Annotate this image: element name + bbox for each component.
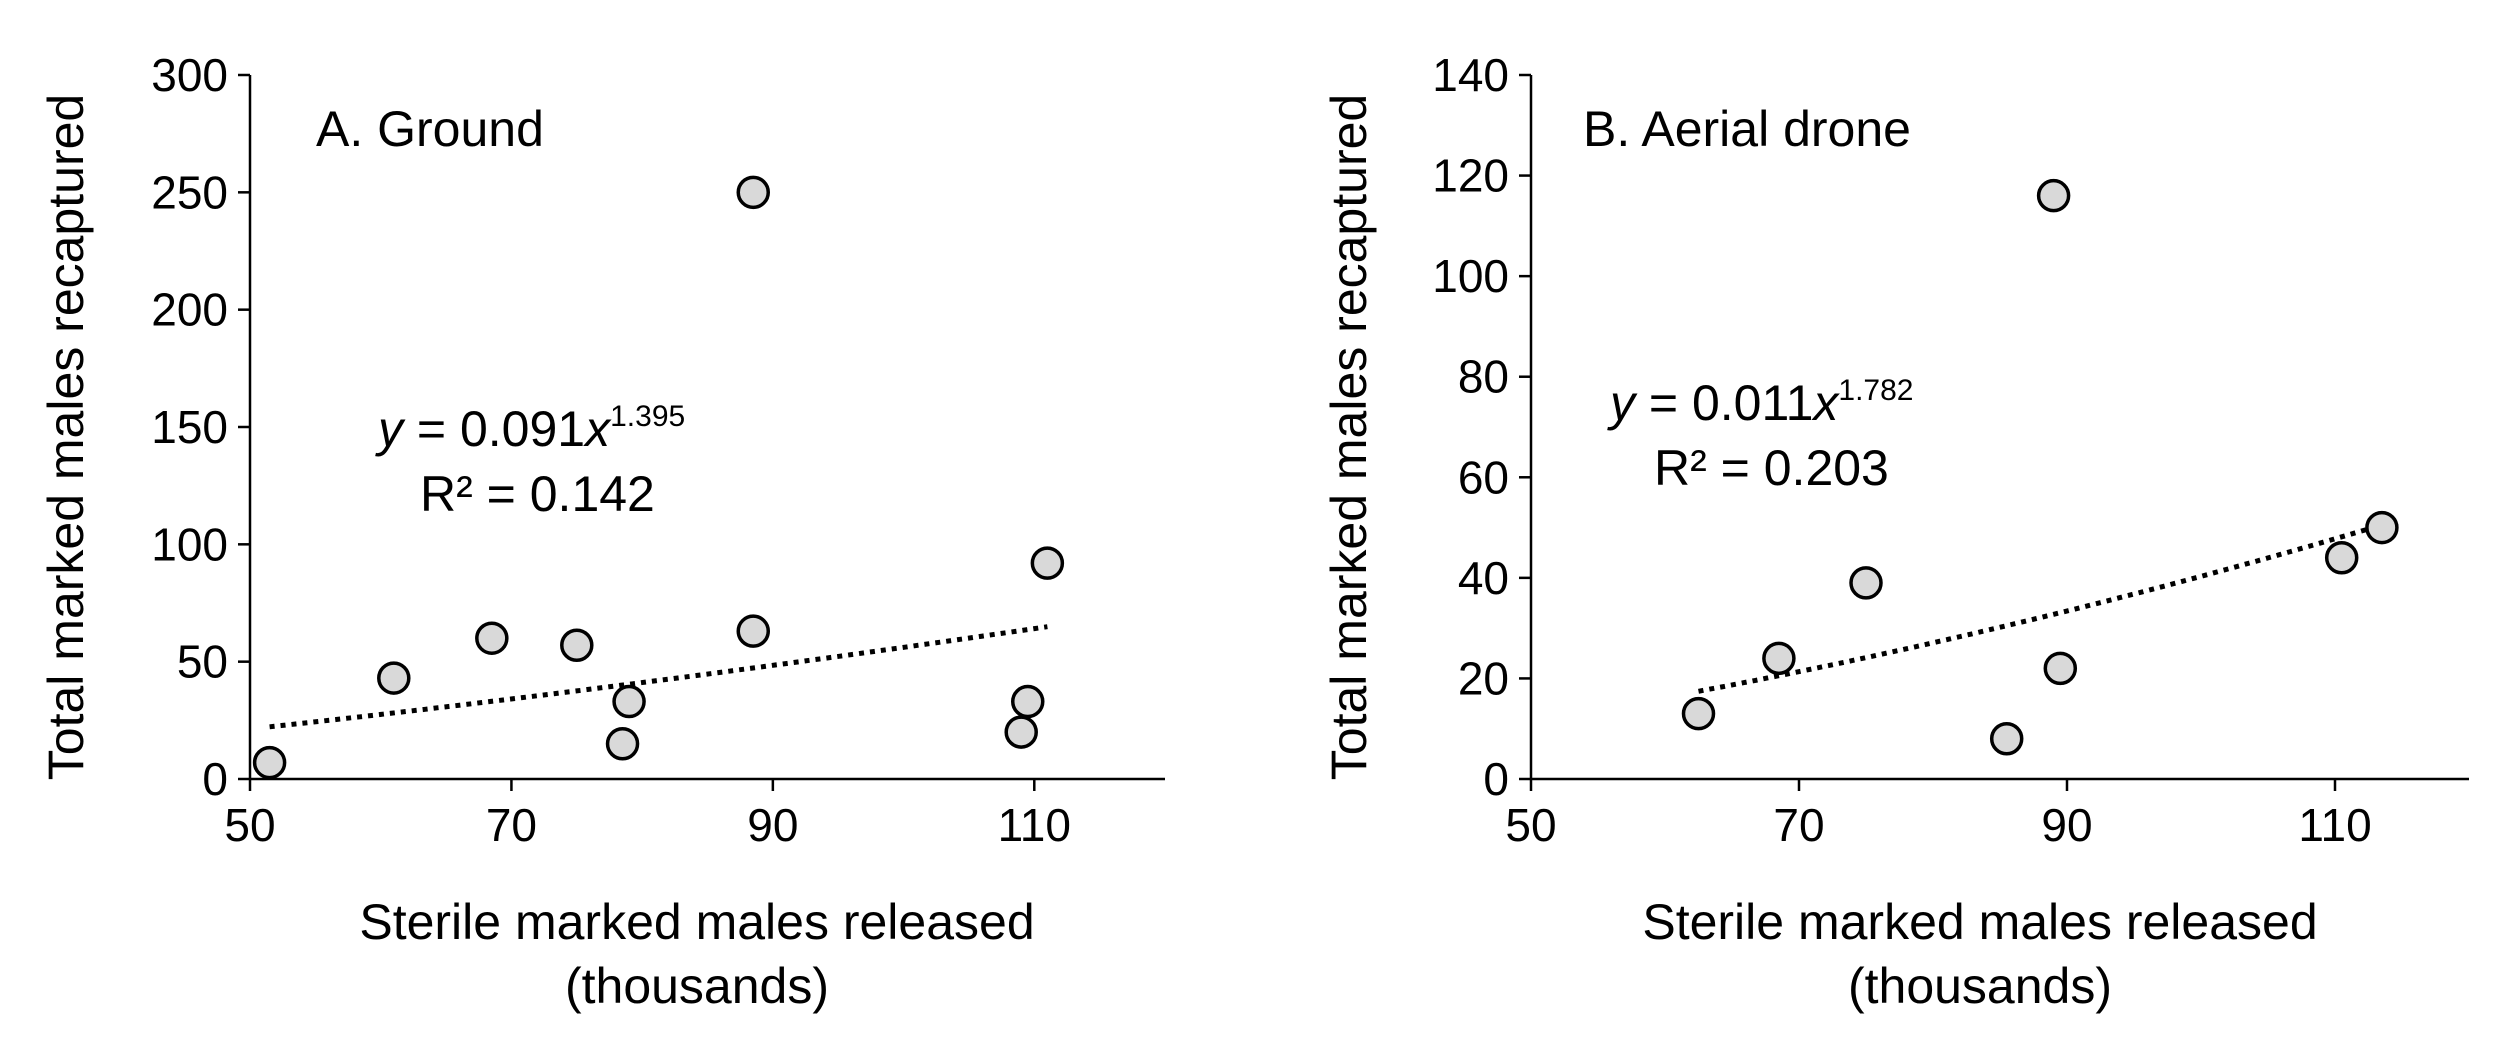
- ticks-aerial-drone: 0 20 40 60 80 100 120 140 50 70 90 110: [1432, 49, 2371, 851]
- data-point-aerial-drone: [2036, 178, 2071, 213]
- axes-aerial-drone: [1529, 75, 2469, 781]
- x-tick-label-ground: 110: [998, 799, 1071, 851]
- data-point-ground: [612, 684, 646, 719]
- data-point-aerial-drone: [1849, 566, 1883, 600]
- data-point-aerial-drone: [2043, 651, 2078, 686]
- x-axis-sublabel-ground: (thousands): [565, 958, 829, 1014]
- data-point-ground: [252, 745, 287, 780]
- r-squared-ground: R² = 0.142: [420, 466, 655, 522]
- trendline-group-aerial-drone: [1698, 522, 2383, 694]
- y-tick-label-aerial-drone: 20: [1458, 652, 1509, 704]
- y-tick-label-aerial-drone: 100: [1432, 250, 1509, 302]
- panel-title-ground: A. Ground: [316, 101, 544, 157]
- y-tick-label-ground: 50: [177, 636, 228, 688]
- x-tick-label-aerial-drone: 50: [1505, 799, 1556, 851]
- data-point-ground: [605, 727, 640, 761]
- y-tick-label-aerial-drone: 0: [1483, 753, 1509, 805]
- data-point-aerial-drone: [1762, 641, 1796, 676]
- points-ground: [252, 175, 1065, 780]
- y-tick-label-aerial-drone: 80: [1458, 351, 1509, 403]
- x-axis-sublabel-aerial-drone: (thousands): [1848, 958, 2112, 1014]
- data-point-aerial-drone: [1989, 722, 2024, 756]
- y-tick-label-ground: 100: [151, 518, 228, 570]
- y-tick-label-aerial-drone: 60: [1458, 451, 1509, 503]
- x-tick-label-ground: 90: [747, 799, 798, 851]
- y-tick-label-ground: 150: [151, 401, 228, 453]
- data-point-ground: [560, 628, 594, 662]
- points-aerial-drone: [1681, 178, 2399, 756]
- y-tick-label-ground: 200: [151, 284, 228, 336]
- x-axis-label-aerial-drone: Sterile marked males released: [1642, 894, 2317, 950]
- data-point-ground: [1011, 684, 1045, 719]
- x-tick-label-aerial-drone: 90: [2041, 799, 2092, 851]
- x-tick-label-aerial-drone: 110: [2298, 799, 2371, 851]
- y-tick-label-aerial-drone: 40: [1458, 552, 1509, 604]
- trendline-group-ground: [269, 624, 1048, 730]
- data-point-aerial-drone: [2324, 540, 2359, 575]
- x-tick-label-aerial-drone: 70: [1773, 799, 1824, 851]
- y-axis-label-ground: Total marked males recaptured: [38, 94, 94, 780]
- x-tick-label-ground: 70: [486, 799, 537, 851]
- data-point-ground: [1030, 546, 1065, 580]
- trendline-aerial-drone: [1698, 522, 2383, 694]
- y-tick-label-aerial-drone: 120: [1432, 150, 1509, 202]
- y-tick-label-ground: 250: [151, 166, 228, 218]
- y-tick-label-ground: 300: [151, 49, 228, 101]
- data-point-ground: [1004, 715, 1038, 749]
- trendline-ground: [269, 624, 1048, 730]
- y-tick-label-aerial-drone: 140: [1432, 49, 1509, 101]
- chart-panel-aerial-drone: 0 20 40 60 80 100 120 140 50 70 90 110 B. Aerial dr…: [1321, 49, 2469, 1014]
- data-point-ground: [736, 175, 770, 210]
- data-point-aerial-drone: [2365, 510, 2399, 545]
- y-tick-label-ground: 0: [202, 753, 228, 805]
- data-point-ground: [377, 661, 411, 695]
- x-axis-label-ground: Sterile marked males released: [359, 894, 1034, 950]
- x-tick-label-ground: 50: [224, 799, 275, 851]
- panel-title-aerial-drone: B. Aerial drone: [1583, 101, 1911, 157]
- y-axis-label-aerial-drone: Total marked males recaptured: [1321, 94, 1377, 780]
- trend-equation-ground: y = 0.091x1.395: [375, 400, 685, 457]
- r-squared-aerial-drone: R² = 0.203: [1654, 440, 1889, 496]
- trend-equation-aerial-drone: y = 0.011x1.782: [1607, 374, 1913, 431]
- data-point-aerial-drone: [1681, 696, 1716, 731]
- data-point-ground: [475, 621, 509, 655]
- data-point-ground: [736, 614, 770, 648]
